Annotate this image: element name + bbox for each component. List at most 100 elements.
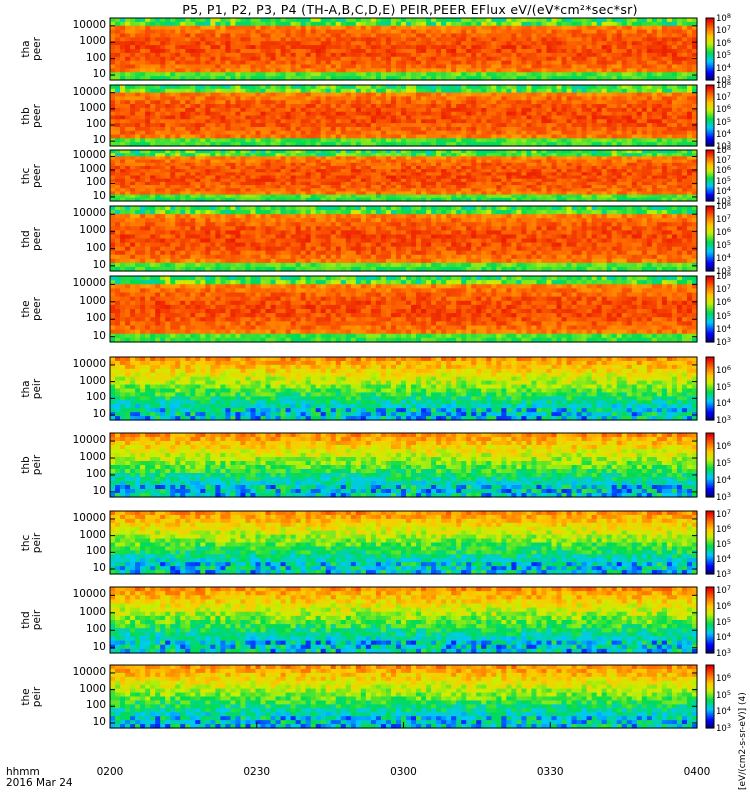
colorbar-tick-label: 103 [716,195,731,207]
ytick-label: 10 [92,258,106,271]
ytick-label: 10000 [72,588,106,601]
colorbar [705,275,715,343]
panel-frame [109,510,698,575]
colorbar-tick-label: 104 [716,61,731,74]
colorbar-frame [705,205,715,272]
colorbar-tick-label: 108 [716,79,731,91]
colorbar-tick-label: 105 [716,49,731,62]
colorbar-tick-label: 103 [716,568,731,580]
ytick-label: 10 [92,715,106,728]
panel-frame [109,84,698,147]
ytick-label: 100 [85,545,106,558]
colorbar [705,664,715,729]
ytick-label: 100 [85,623,106,636]
figure-title: P5, P1, P2, P3, P4 (TH-A,B,C,D,E) PEIR,P… [182,2,638,17]
colorbar-tick-label: 107 [716,283,731,296]
colorbar [705,84,715,147]
xtick-label: 0230 [243,766,271,778]
colorbar-tick-label: 103 [716,140,731,152]
colorbar-tick-label: 107 [716,91,731,104]
ytick-label: 10000 [72,207,106,220]
colorbar-tick-label: 106 [716,599,731,612]
panel-label-line: peer [31,103,43,128]
panel-label-line: peir [31,686,43,707]
xtick-label: 0330 [536,766,564,778]
panel-label: thd peer [20,209,43,269]
colorbar-tick-label: 103 [716,491,731,503]
ytick-label: 1000 [79,374,106,387]
panel-frame [109,432,698,498]
colorbar [705,510,715,575]
ytick-label: 100 [85,241,106,254]
colorbar-tick-label: 105 [716,380,731,393]
ytick-label: 100 [85,699,106,712]
colorbar-tick-label: 104 [716,705,731,718]
colorbar-tick-label: 103 [716,414,731,426]
panel-label-line: peir [31,378,43,399]
ytick-label: 10000 [72,277,106,290]
panel-tha-peer [109,17,698,81]
colorbar-tick-label: 104 [716,474,731,487]
colorbar-tick-label: 103 [716,647,731,659]
colorbar-tick-label: 106 [716,164,731,177]
colorbar-tick-label: 105 [716,115,731,128]
ytick-label: 10 [92,189,106,202]
colorbar-tick-label: 107 [716,154,731,167]
panel-label-line: peir [31,609,43,631]
ytick-label: 1000 [79,528,106,541]
colorbar-tick-label: 108 [716,200,731,212]
ytick-label: 1000 [79,605,106,618]
colorbar-tick-label: 103 [716,336,731,348]
colorbar-tick-label: 104 [716,252,731,264]
ytick-label: 10 [92,407,106,420]
colorbar-tick-label: 107 [716,508,731,520]
ytick-label: 10000 [72,149,106,162]
colorbar-frame [705,84,715,147]
ytick-label: 100 [85,51,106,64]
colorbar-units-text: [eV/(cm2-s-sr-eV)] (4) [738,692,748,790]
date-label: 2016 Mar 24 [6,777,73,789]
ytick-label: 1000 [79,101,106,114]
panel-label-line: peer [31,226,43,251]
colorbar-frame [705,586,715,654]
ytick-label: 10 [92,68,106,81]
panel-thc-peer [109,149,698,202]
colorbar [705,356,715,421]
panel-thd-peer [109,205,698,272]
colorbar [705,586,715,654]
ytick-label: 100 [85,312,106,325]
panel-the-peir [109,664,698,729]
xtick-label: 0400 [683,766,711,778]
panel-thb-peir [109,432,698,498]
panel-frame [109,356,698,421]
ytick-label: 1000 [79,35,106,48]
panel-thc-peir [109,510,698,575]
panel-frame [109,586,698,654]
colorbar-tick-label: 106 [716,364,731,377]
colorbar-units: [eV/(cm2-s-sr-eV)] (4) [738,20,750,790]
ytick-label: 1000 [79,451,106,464]
colorbar-frame [705,432,715,498]
panel-label: tha peer [20,19,43,79]
panel-label-line: peir [31,532,43,553]
ytick-label: 10000 [72,85,106,98]
colorbar-tick-label: 106 [716,103,731,116]
ytick-label: 1000 [79,224,106,237]
colorbar-frame [705,356,715,421]
ytick-label: 1000 [79,682,106,695]
panel-tha-peir [109,356,698,421]
colorbar-tick-label: 106 [716,296,731,309]
panel-label: thb peer [20,86,43,146]
colorbar-tick-label: 106 [716,36,731,49]
colorbar-tick-label: 105 [716,615,731,628]
ytick-label: 1000 [79,294,106,307]
colorbar-tick-label: 106 [716,523,731,535]
panel-label-line: peer [31,37,43,61]
colorbar-tick-label: 104 [716,397,731,410]
colorbar-tick-label: 105 [716,239,731,251]
colorbar-tick-label: 108 [716,270,731,282]
panel-label: thc peir [20,513,43,573]
colorbar-frame [705,17,715,81]
